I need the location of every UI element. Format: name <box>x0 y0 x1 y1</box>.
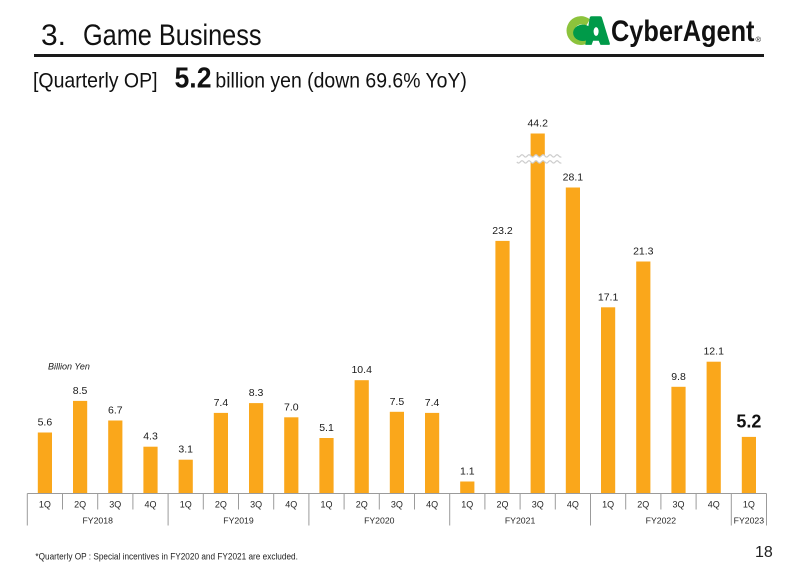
svg-text:8.5: 8.5 <box>73 385 88 397</box>
svg-text:billion yen (down 69.6% YoY): billion yen (down 69.6% YoY) <box>215 69 467 93</box>
svg-text:3.1: 3.1 <box>178 444 193 456</box>
svg-text:5.2: 5.2 <box>175 63 212 95</box>
svg-text:8.3: 8.3 <box>249 387 264 399</box>
svg-text:FY2018: FY2018 <box>82 516 113 526</box>
svg-text:3Q: 3Q <box>250 500 262 510</box>
svg-text:FY2022: FY2022 <box>646 516 677 526</box>
svg-text:18: 18 <box>755 544 773 561</box>
svg-text:FY2020: FY2020 <box>364 516 395 526</box>
svg-text:9.8: 9.8 <box>671 371 686 383</box>
svg-text:28.1: 28.1 <box>563 172 584 184</box>
svg-text:5.1: 5.1 <box>319 422 334 434</box>
svg-text:1Q: 1Q <box>743 500 755 510</box>
svg-text:2Q: 2Q <box>215 500 227 510</box>
svg-text:FY2019: FY2019 <box>223 516 254 526</box>
svg-text:CyberAgent: CyberAgent <box>611 15 755 48</box>
svg-text:7.0: 7.0 <box>284 401 299 413</box>
svg-text:5.2: 5.2 <box>736 412 761 432</box>
svg-text:1Q: 1Q <box>602 500 614 510</box>
svg-text:4Q: 4Q <box>426 500 438 510</box>
svg-text:5.6: 5.6 <box>38 417 53 429</box>
svg-text:7.4: 7.4 <box>425 397 440 409</box>
svg-text:[Quarterly OP]: [Quarterly OP] <box>33 69 158 93</box>
svg-text:23.2: 23.2 <box>492 225 513 237</box>
svg-text:4Q: 4Q <box>285 500 297 510</box>
svg-text:3Q: 3Q <box>532 500 544 510</box>
svg-text:Game Business: Game Business <box>83 19 262 52</box>
svg-text:10.4: 10.4 <box>351 364 372 376</box>
svg-text:7.4: 7.4 <box>214 397 229 409</box>
svg-text:2Q: 2Q <box>496 500 508 510</box>
svg-text:1Q: 1Q <box>39 500 51 510</box>
svg-text:4.3: 4.3 <box>143 431 158 443</box>
svg-text:4Q: 4Q <box>708 500 720 510</box>
svg-text:12.1: 12.1 <box>703 346 724 358</box>
svg-text:2Q: 2Q <box>637 500 649 510</box>
svg-text:1Q: 1Q <box>320 500 332 510</box>
svg-text:3Q: 3Q <box>109 500 121 510</box>
svg-text:3Q: 3Q <box>672 500 684 510</box>
svg-text:FY2023: FY2023 <box>734 516 765 526</box>
svg-text:*Quarterly OP : Special incent: *Quarterly OP : Special incentives in FY… <box>35 552 298 562</box>
svg-text:17.1: 17.1 <box>598 291 619 303</box>
svg-text:3.: 3. <box>41 19 66 52</box>
svg-text:2Q: 2Q <box>74 500 86 510</box>
svg-text:Billion Yen: Billion Yen <box>48 362 90 372</box>
svg-text:1.1: 1.1 <box>460 466 475 478</box>
svg-text:1Q: 1Q <box>180 500 192 510</box>
svg-text:3Q: 3Q <box>391 500 403 510</box>
svg-text:2Q: 2Q <box>356 500 368 510</box>
svg-text:1Q: 1Q <box>461 500 473 510</box>
svg-text:44.2: 44.2 <box>527 118 548 130</box>
svg-text:4Q: 4Q <box>567 500 579 510</box>
svg-text:21.3: 21.3 <box>633 246 654 258</box>
svg-text:7.5: 7.5 <box>390 396 405 408</box>
svg-text:FY2021: FY2021 <box>505 516 536 526</box>
svg-text:®: ® <box>756 35 762 44</box>
svg-text:4Q: 4Q <box>144 500 156 510</box>
svg-text:6.7: 6.7 <box>108 405 123 417</box>
